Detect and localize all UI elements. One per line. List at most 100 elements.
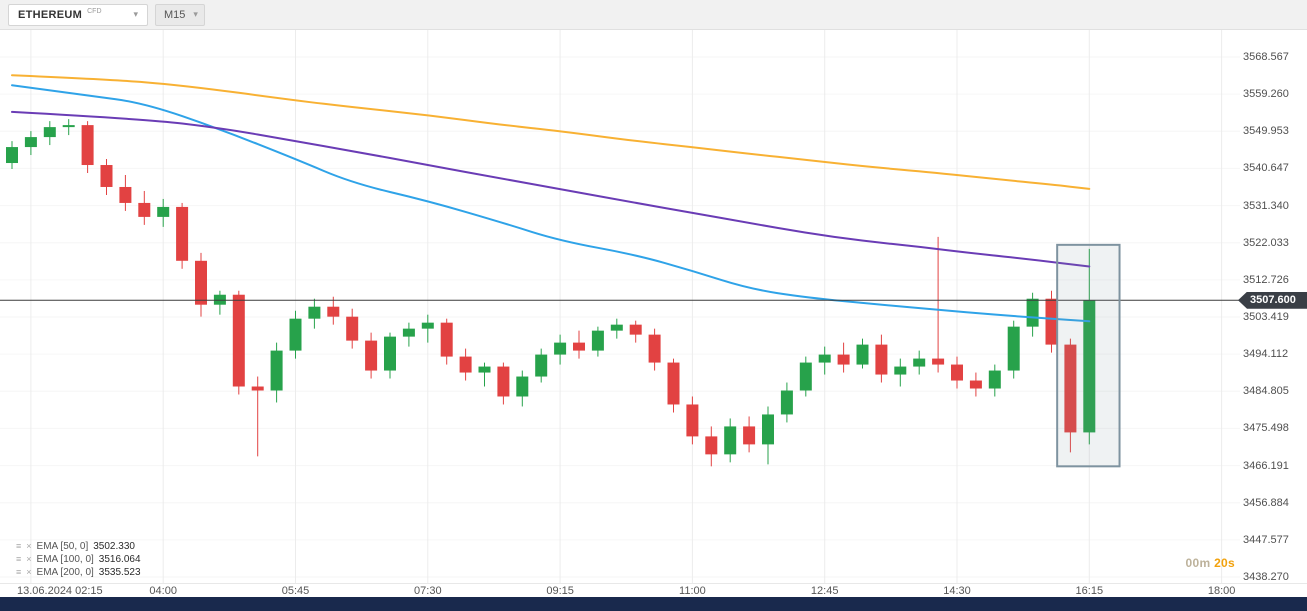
candle-body [459, 356, 472, 373]
countdown-minutes: 00m [1185, 556, 1211, 570]
candle-body [535, 354, 548, 377]
time-axis-label: 07:30 [414, 585, 442, 597]
candle-body [837, 354, 850, 365]
candle-body [648, 334, 661, 363]
candle-body [875, 344, 888, 375]
candle-body [988, 370, 1001, 389]
price-axis-label: 3568.567 [1243, 51, 1289, 63]
candle-body [100, 165, 113, 187]
candle-body [610, 324, 623, 331]
time-axis-label: 13.06.2024 02:15 [17, 585, 103, 597]
indicator-value: 3516.064 [98, 554, 141, 565]
candle-body [251, 386, 264, 391]
price-axis-label: 3512.726 [1243, 273, 1289, 286]
indicator-remove-icon[interactable]: × [26, 554, 32, 564]
time-axis-label: 14:30 [943, 585, 971, 597]
candle-body [780, 390, 793, 415]
candle-body [667, 362, 680, 405]
price-axis-label: 3475.498 [1243, 422, 1289, 435]
indicator-label: EMA [200, 0] [36, 567, 94, 578]
indicator-settings-icon[interactable]: ≡ [16, 554, 22, 564]
candle-body [43, 127, 56, 138]
indicator-settings-icon[interactable]: ≡ [16, 567, 22, 577]
candle-body [573, 342, 585, 351]
candle-body [270, 350, 283, 391]
candle-body [932, 358, 945, 365]
symbol-selector[interactable]: ETHEREUM CFD ▾ [8, 3, 148, 26]
legend-row-ema100: ≡ × EMA [100, 0] 3516.064 [16, 553, 141, 566]
candle-body [62, 125, 75, 128]
price-axis-label: 3484.805 [1243, 385, 1289, 398]
candle-body [686, 404, 699, 437]
candle-body [176, 206, 189, 261]
countdown-seconds: 20s [1214, 556, 1235, 570]
price-axis-label: 3540.647 [1243, 162, 1289, 175]
time-axis[interactable]: 13.06.2024 02:15 04:00 05:45 07:30 09:15 11:0… [0, 583, 1307, 597]
indicator-value: 3502.330 [93, 541, 135, 552]
price-axis[interactable]: 3568.567 3559.260 3549.953 3540.647 3531.340… [1243, 0, 1307, 611]
candle-body [195, 260, 207, 305]
candle-body [951, 364, 963, 381]
price-axis-label: 3466.191 [1243, 459, 1289, 472]
candle-body [629, 324, 642, 335]
candle-body [1064, 344, 1077, 433]
selection-box[interactable] [1056, 243, 1121, 468]
indicator-remove-icon[interactable]: × [26, 567, 32, 577]
candle-body [81, 125, 94, 166]
candle-body [402, 328, 415, 337]
chart-toolbar: ETHEREUM CFD ▾ M15 ▾ [0, 0, 1307, 30]
candle-body [384, 336, 396, 371]
candle-body [421, 322, 434, 329]
candle-body [969, 380, 982, 389]
ema-line-200 [11, 74, 1091, 190]
price-axis-label: 3559.260 [1243, 88, 1289, 101]
candle-body [213, 294, 226, 305]
indicator-settings-icon[interactable]: ≡ [16, 541, 22, 551]
candlestick-chart[interactable] [0, 30, 1307, 583]
time-axis-label: 05:45 [281, 585, 310, 597]
candle-body [762, 414, 774, 445]
candle-body [1083, 300, 1096, 433]
bottom-bar [0, 597, 1307, 611]
current-price-badge: 3507.600 [1238, 291, 1307, 309]
symbol-name: ETHEREUM [18, 8, 83, 21]
candle-body [289, 318, 302, 351]
timeframe-selector[interactable]: M15 ▾ [155, 3, 205, 26]
price-axis-label: 3494.112 [1243, 348, 1289, 361]
price-axis-label: 3447.577 [1243, 533, 1289, 546]
candle-body [1045, 298, 1058, 345]
candle-body [743, 426, 756, 445]
candle-body [894, 366, 907, 375]
chevron-down-icon: ▾ [193, 9, 198, 19]
candle-body [705, 436, 718, 455]
time-axis-label: 18:00 [1207, 585, 1236, 597]
candle-body [591, 330, 604, 351]
candle-body [24, 137, 37, 148]
price-axis-label: 3522.033 [1243, 236, 1289, 249]
ema-line-100 [11, 110, 1091, 268]
time-axis-label: 16:15 [1075, 585, 1104, 597]
time-axis-label: 04:00 [149, 585, 177, 597]
candle-body [856, 344, 869, 365]
candle-body [1026, 298, 1039, 327]
time-axis-label: 09:15 [546, 585, 574, 597]
indicator-label: EMA [100, 0] [36, 554, 94, 565]
candle-body [138, 202, 151, 217]
price-axis-label: 3531.340 [1243, 199, 1289, 212]
candle-body [232, 294, 245, 387]
candle-countdown: 00m 20s [1150, 556, 1235, 570]
candle-body [327, 306, 340, 317]
candle-body [724, 426, 737, 455]
chevron-down-icon: ▾ [133, 9, 138, 19]
candle-body [497, 366, 510, 397]
candle-body [818, 354, 831, 363]
candle-body [913, 358, 926, 367]
symbol-type-label: CFD [87, 7, 102, 15]
candle-body [119, 186, 132, 203]
legend-row-ema50: ≡ × EMA [50, 0] 3502.330 [16, 540, 141, 553]
candle-body [478, 366, 491, 373]
indicator-remove-icon[interactable]: × [26, 541, 32, 551]
indicator-label: EMA [50, 0] [36, 541, 89, 552]
candles [6, 119, 1096, 467]
